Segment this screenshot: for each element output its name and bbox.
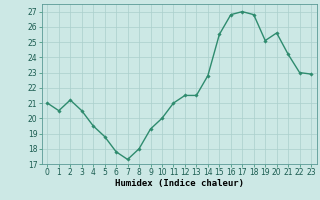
X-axis label: Humidex (Indice chaleur): Humidex (Indice chaleur) xyxy=(115,179,244,188)
